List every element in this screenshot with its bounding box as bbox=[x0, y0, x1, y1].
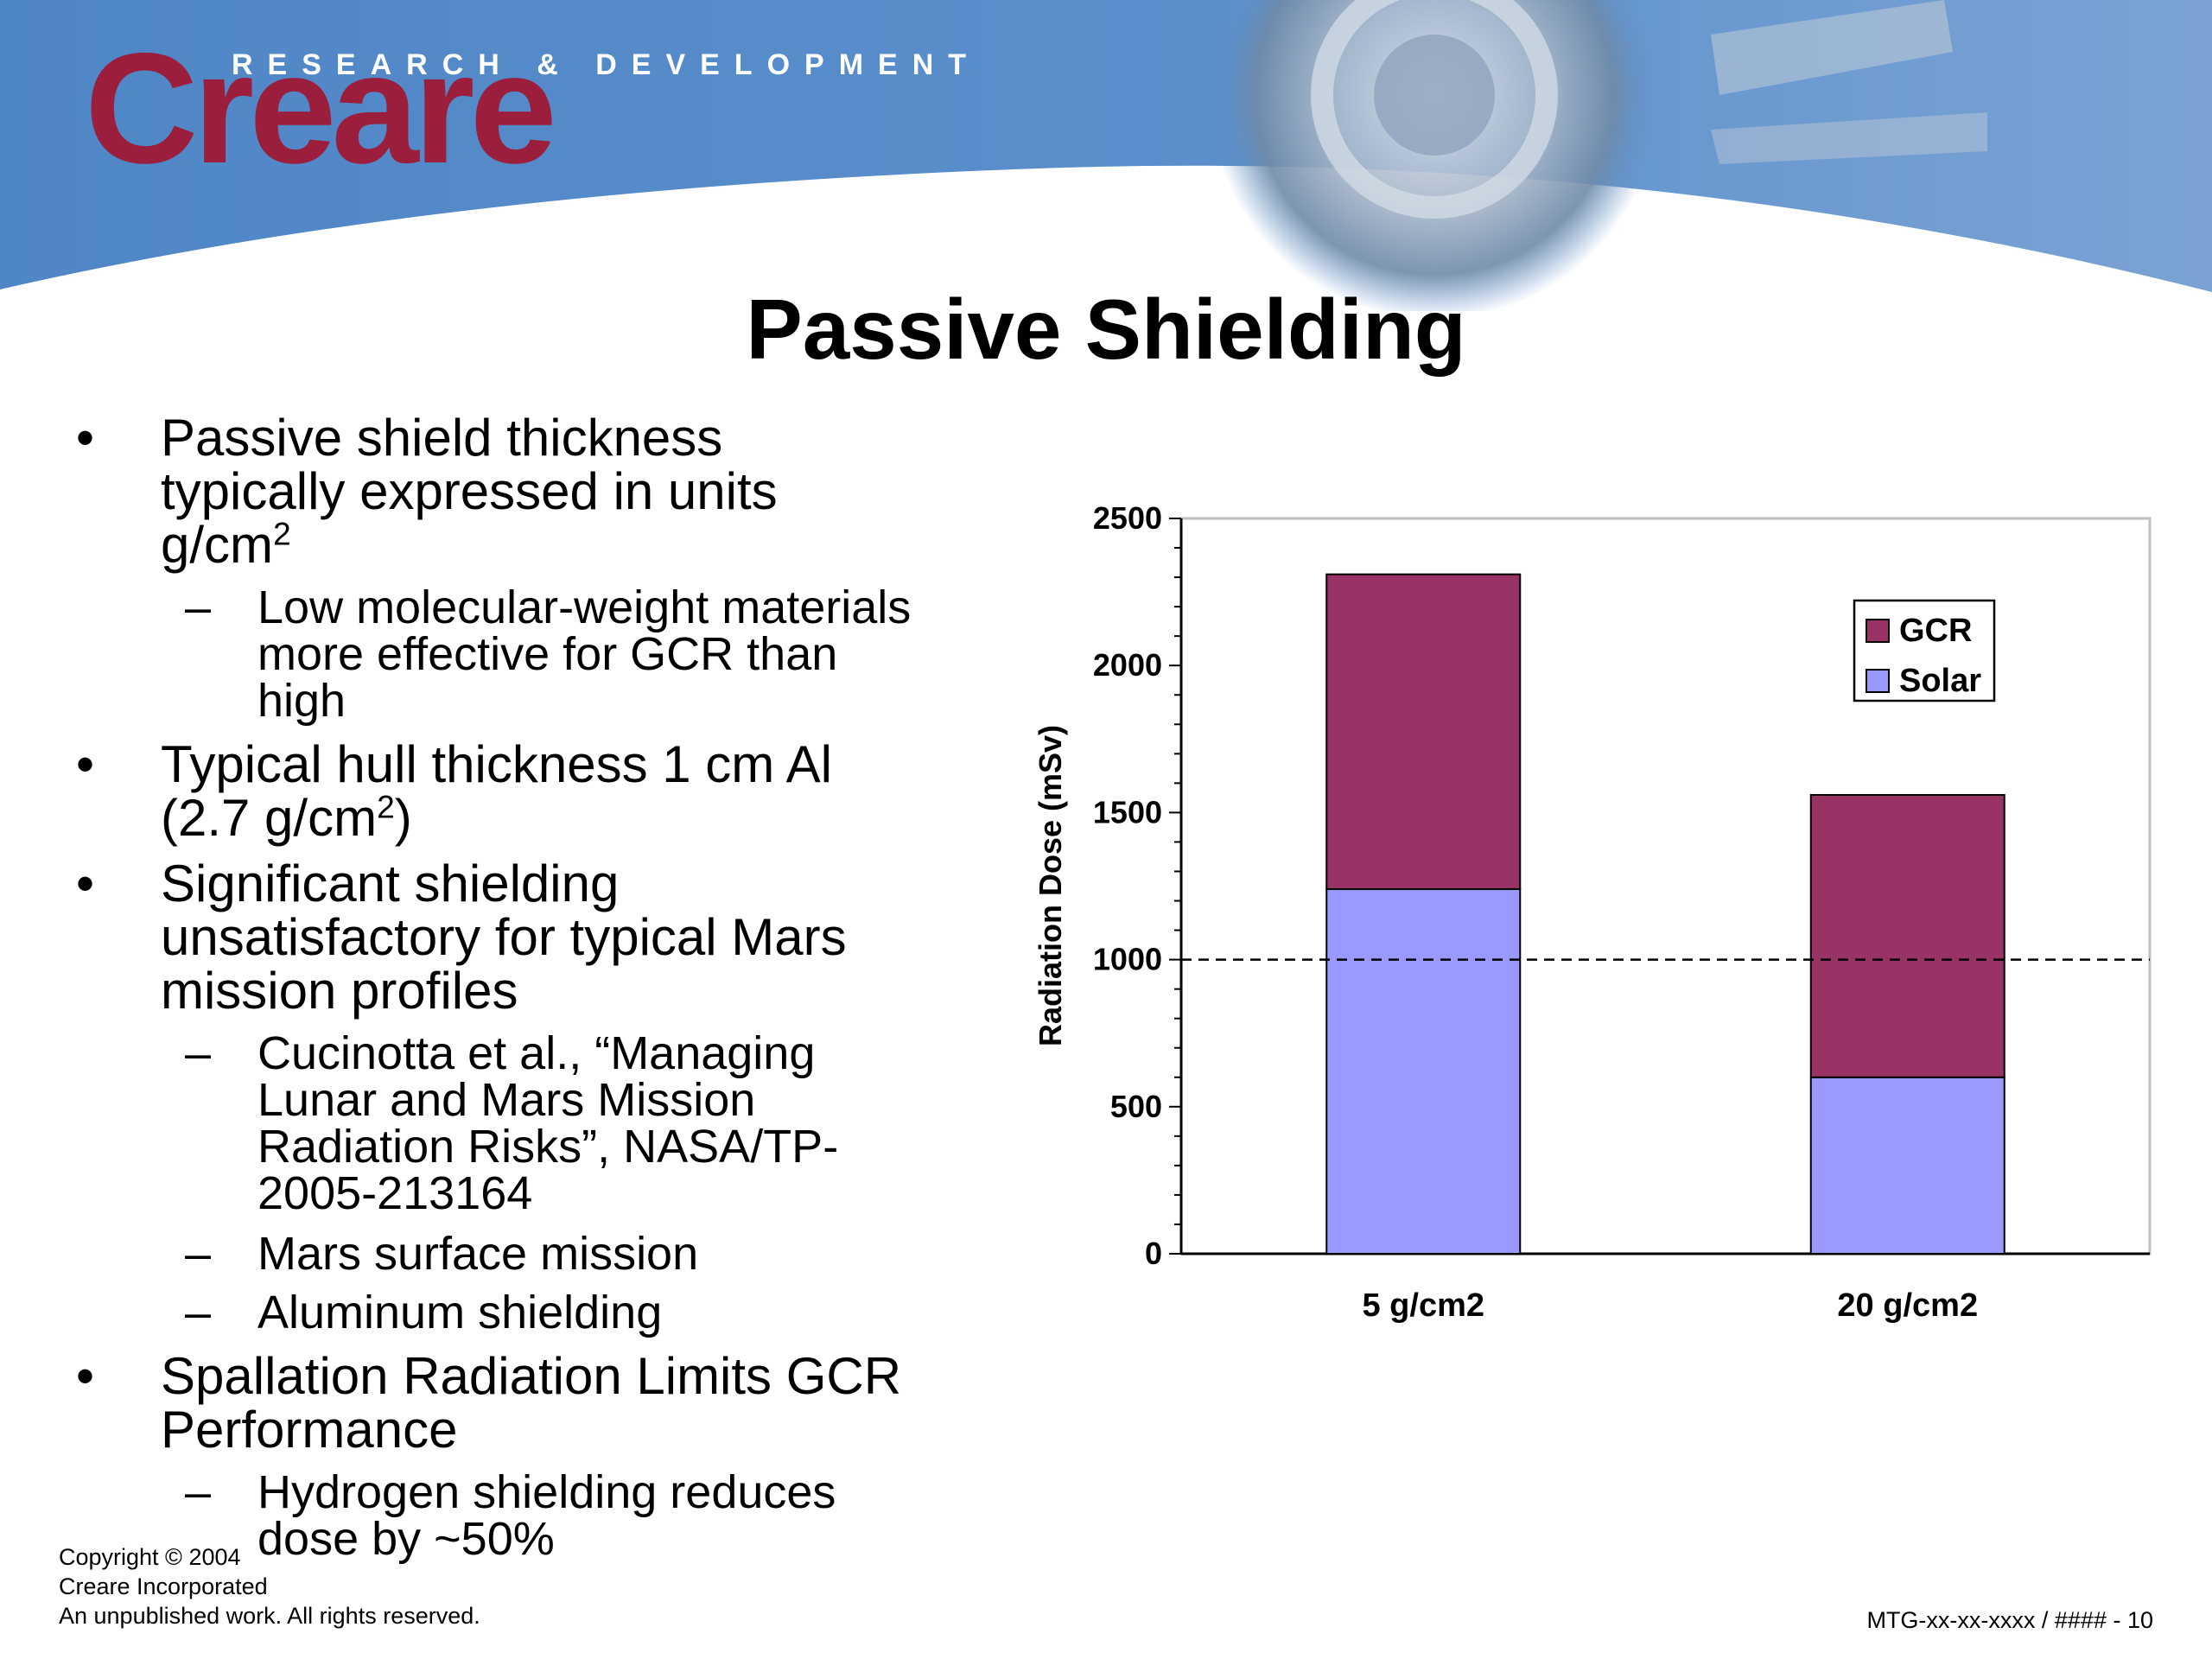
legend-swatch-solar bbox=[1866, 669, 1890, 693]
radiation-dose-chart: 0 500 1000 1500 2000 2500 5 g/cm2 20 g/cm2 GCR… bbox=[1033, 500, 2152, 1324]
subbullet-cucinotta: Cucinotta et al., “Managing Lunar and Ma… bbox=[257, 1027, 839, 1219]
subbullet-low-molecular: Low molecular-weight materials more effe… bbox=[257, 582, 912, 727]
header-banner bbox=[0, 0, 2212, 311]
legend-label-gcr: GCR bbox=[1899, 613, 1972, 649]
bullet-marker: • bbox=[76, 855, 95, 912]
bar-solar-1 bbox=[1325, 887, 1522, 1255]
legend-label-solar: Solar bbox=[1899, 663, 1981, 699]
slide-title: Passive Shielding bbox=[746, 282, 1466, 377]
y-tick-label: 2500 bbox=[1093, 500, 1162, 536]
dash-marker: – bbox=[185, 582, 212, 633]
y-tick-label: 500 bbox=[1110, 1089, 1162, 1124]
dash-marker: – bbox=[185, 1228, 212, 1280]
subbullet-aluminum: Aluminum shielding bbox=[257, 1287, 663, 1338]
dash-marker: – bbox=[185, 1287, 212, 1338]
dash-marker: – bbox=[185, 1466, 212, 1518]
dash-marker: – bbox=[185, 1027, 212, 1079]
bullet-list: • Passive shield thickness typically exp… bbox=[0, 0, 1002, 1659]
page-reference: MTG-xx-xx-xxxx / #### - 10 bbox=[1866, 1607, 2153, 1633]
bullet-spallation: Spallation Radiation Limits GCR Performa… bbox=[161, 1347, 902, 1459]
bullet-shield-thickness: Passive shield thickness typically expre… bbox=[161, 409, 778, 574]
bullet-marker: • bbox=[76, 1347, 95, 1405]
y-tick-label: 1000 bbox=[1093, 942, 1162, 977]
copyright-notice: Copyright © 2004 Creare Incorporated An … bbox=[59, 1544, 480, 1629]
bar-gcr-1 bbox=[1325, 573, 1522, 890]
bullet-significant-shielding: Significant shielding unsatisfactory for… bbox=[161, 855, 847, 1020]
bullet-marker: • bbox=[76, 409, 95, 467]
subbullet-hydrogen: Hydrogen shielding reduces dose by ~50% bbox=[257, 1466, 836, 1565]
bar-solar-2 bbox=[1809, 1076, 2005, 1255]
y-tick-label: 2000 bbox=[1093, 647, 1162, 683]
bullet-hull-thickness: Typical hull thickness 1 cm Al (2.7 g/cm… bbox=[161, 735, 832, 847]
y-axis-label: Radiation Dose (mSv) bbox=[1033, 725, 1068, 1046]
bar-gcr-2 bbox=[1809, 793, 2005, 1078]
bullet-marker: • bbox=[76, 735, 95, 793]
subbullet-mars-surface: Mars surface mission bbox=[257, 1228, 699, 1280]
legend-swatch-gcr bbox=[1866, 619, 1890, 643]
y-tick-label: 0 bbox=[1145, 1236, 1162, 1271]
x-tick-label: 20 g/cm2 bbox=[1837, 1287, 1978, 1324]
logo-tagline: RESEARCH & DEVELOPMENT bbox=[232, 48, 982, 81]
y-tick-label: 1500 bbox=[1093, 794, 1162, 830]
x-tick-label: 5 g/cm2 bbox=[1362, 1287, 1484, 1324]
creare-logo: Creare bbox=[85, 20, 557, 196]
